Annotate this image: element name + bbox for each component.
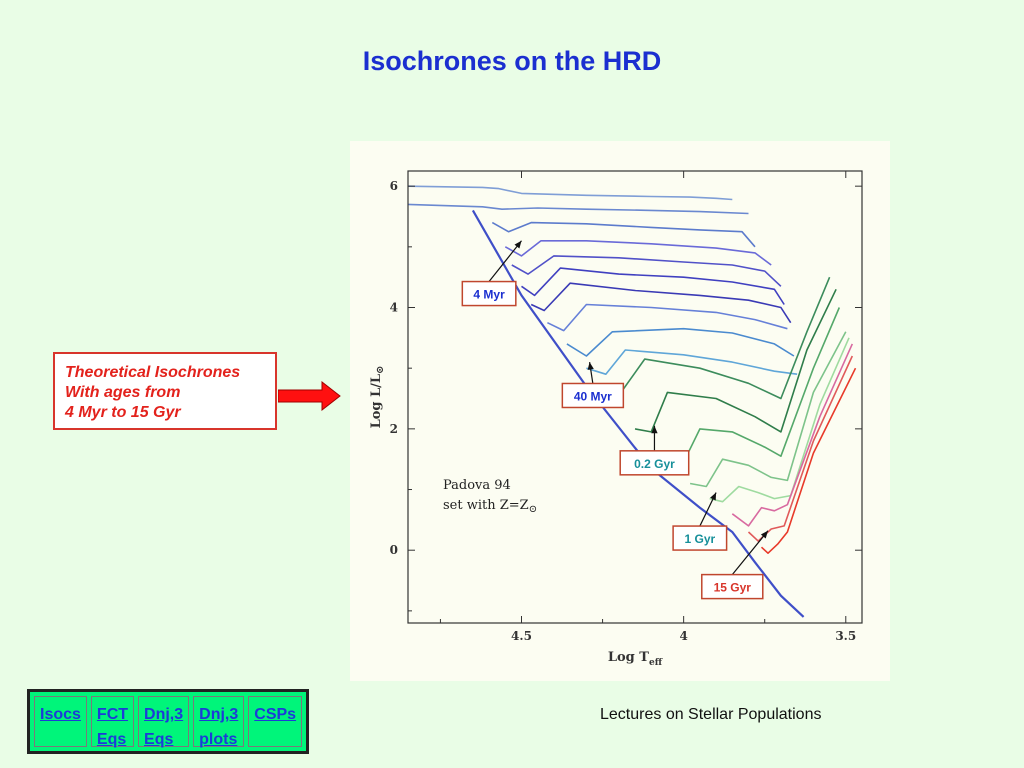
hrd-chart: 4 Myr 40 Myr 0.2 Gyr 1 Gyr 15 Gyr 4.5 4 3.5 0 2 4… (369, 170, 863, 668)
callout-box: Theoretical Isochrones With ages from 4 … (53, 352, 277, 430)
nav-link-eqs[interactable]: Eqs (144, 731, 174, 748)
callout-line-3: 4 Myr to 15 Gyr (65, 404, 181, 421)
nav-cell-isocs[interactable]: Isocs (34, 696, 87, 747)
y-axis-label-main: Log L/L (369, 374, 384, 428)
y-tick-label: 2 (390, 422, 398, 436)
y-axis-label: Log L/L⊙ (369, 366, 386, 429)
slide-title: Isochrones on the HRD (362, 46, 662, 76)
annotation-line-2-main: set with Z=Z (443, 498, 529, 513)
age-label-text: 40 Myr (574, 389, 612, 403)
hrd-chart-panel: 4 Myr 40 Myr 0.2 Gyr 1 Gyr 15 Gyr 4.5 4 3.5 0 2 4… (350, 141, 890, 681)
nav-cell-fct-eqs[interactable]: FCT Eqs (90, 696, 135, 748)
age-label-box (461, 280, 517, 307)
x-axis-label-sub: eff (649, 658, 663, 668)
nav-cell-dnj-eqs[interactable]: Dnj,3 Eqs (138, 696, 190, 748)
nav-link-plots[interactable]: plots (199, 731, 238, 748)
isochrone-line (602, 276, 831, 400)
callout-arrow-icon (278, 381, 341, 411)
y-tick-label: 4 (390, 301, 398, 315)
main-sequence-line (471, 209, 805, 618)
label-arrowhead (587, 362, 594, 370)
x-tick-label: 4 (679, 629, 687, 643)
y-axis-label-sym: ⊙ (375, 366, 386, 374)
nav-link-eqs[interactable]: Eqs (96, 731, 127, 748)
nav-cell-dnj-plots[interactable]: Dnj,3 plots (193, 696, 245, 748)
nav-link-fct[interactable]: FCT (96, 706, 129, 723)
isochrone-line (511, 255, 782, 287)
age-label-text: 0.2 Gyr (634, 457, 675, 471)
isochrone-line (566, 327, 795, 357)
isochrone-line (491, 221, 756, 248)
isochrone-line (521, 267, 785, 305)
nav-cell-csps[interactable]: CSPs (248, 696, 303, 747)
annotation-line-2-sym: ⊙ (529, 504, 537, 515)
age-label-box (561, 382, 625, 409)
isochrone-line (407, 203, 749, 215)
nav-table: Isocs FCT Eqs Dnj,3 Eqs Dnj,3 plots CSPs (27, 689, 310, 754)
y-tick-label: 0 (390, 543, 398, 557)
footer-text: Lectures on Stellar Populations (600, 706, 822, 723)
age-label-text: 15 Gyr (714, 581, 752, 595)
x-tick-label: 3.5 (835, 629, 856, 643)
age-label-box (672, 525, 728, 551)
label-leader-line (731, 530, 769, 575)
label-leader-line (488, 240, 522, 282)
label-arrowhead (760, 530, 768, 539)
callout-line-1: Theoretical Isochrones (65, 364, 241, 381)
x-axis-label-main: Log T (608, 650, 649, 665)
isochrone-line (689, 331, 847, 488)
plot-frame (407, 170, 863, 624)
x-tick-label: 4.5 (511, 629, 532, 643)
age-label-text: 4 Myr (473, 288, 505, 302)
nav-link-isocs[interactable]: Isocs (40, 706, 81, 723)
annotation-line-2: set with Z=Z⊙ (443, 498, 537, 515)
isochrone-line (731, 343, 854, 527)
isochrone-line (760, 367, 857, 555)
isochrone-line (747, 355, 854, 542)
isochrone-line (530, 282, 792, 324)
y-tick-label: 6 (390, 179, 398, 193)
label-arrowhead (651, 425, 658, 434)
label-arrowhead (514, 240, 522, 249)
annotation-line-1: Padova 94 (443, 478, 511, 493)
isochrone-line (634, 288, 837, 433)
isochrone-line (709, 337, 850, 503)
nav-link-dnj3[interactable]: Dnj,3 (199, 706, 239, 723)
age-label-text: 1 Gyr (685, 532, 716, 546)
age-label-box (701, 573, 764, 600)
nav-link-dnj3[interactable]: Dnj,3 (144, 706, 184, 723)
isochrone-line (407, 185, 733, 201)
isochrone-line (547, 303, 788, 332)
isochrone-line (504, 240, 772, 266)
isochrone-line (586, 349, 798, 375)
age-label-box (619, 450, 690, 476)
callout-line-2: With ages from (65, 384, 181, 401)
nav-link-csps[interactable]: CSPs (254, 706, 297, 723)
label-arrowhead (710, 492, 717, 501)
x-axis-label: Log Teff (608, 650, 663, 668)
